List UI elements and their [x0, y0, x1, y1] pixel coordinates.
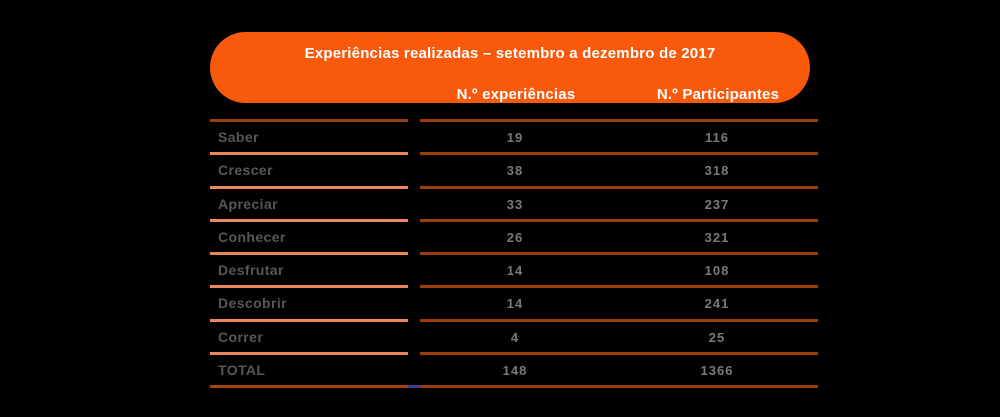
- header-card: Experiências realizadas – setembro a dez…: [210, 32, 810, 103]
- row-values: 33 237: [420, 185, 818, 219]
- column-header-experiencias: N.º experiências: [456, 86, 576, 103]
- accent-tick: [408, 385, 420, 388]
- column-gap: [408, 219, 420, 252]
- column-gap: [408, 352, 420, 385]
- row-values: 14 108: [420, 252, 818, 285]
- bottom-rule-left: [210, 385, 408, 388]
- row-label: Conhecer: [210, 218, 408, 252]
- column-gap: [408, 119, 420, 152]
- row-label: Correr: [210, 318, 408, 352]
- experiencias-value: 33: [506, 196, 524, 212]
- table-row: Correr 4 25: [210, 318, 818, 352]
- row-label: Apreciar: [210, 185, 408, 219]
- row-values: 14 241: [420, 285, 818, 318]
- participantes-value: 318: [704, 163, 730, 179]
- table-row: Apreciar 33 237: [210, 185, 818, 219]
- participantes-value: 321: [704, 229, 730, 245]
- bottom-rule-right: [420, 385, 818, 388]
- participantes-value: 108: [704, 263, 730, 278]
- row-label: Saber: [210, 119, 408, 152]
- row-values: 19 116: [420, 119, 818, 152]
- table-row: Crescer 38 318: [210, 152, 818, 185]
- row-label: Crescer: [210, 152, 408, 185]
- table-row: Saber 19 116: [210, 119, 818, 152]
- experiencias-value: 14: [506, 263, 524, 278]
- table-row: Desfrutar 14 108: [210, 252, 818, 285]
- experiencias-value: 38: [506, 163, 524, 179]
- row-label: Descobrir: [210, 285, 408, 318]
- table-title: Experiências realizadas – setembro a dez…: [304, 45, 716, 62]
- experiencias-value: 148: [502, 362, 528, 378]
- table-row: TOTAL 148 1366: [210, 351, 818, 385]
- participantes-value: 1366: [700, 362, 734, 378]
- participantes-value: 116: [705, 130, 729, 145]
- participantes-value: 237: [704, 196, 730, 212]
- table-row: Conhecer 26 321: [210, 218, 818, 252]
- row-values: 4 25: [420, 318, 818, 352]
- row-label: TOTAL: [210, 351, 408, 385]
- row-label: Desfrutar: [210, 252, 408, 285]
- column-gap: [408, 252, 420, 285]
- column-gap: [408, 285, 420, 318]
- table-row: Descobrir 14 241: [210, 285, 818, 318]
- row-values: 38 318: [420, 152, 818, 185]
- column-gap: [408, 186, 420, 219]
- row-values: 148 1366: [420, 351, 818, 385]
- table-bottom-rule: [210, 385, 818, 388]
- column-gap: [408, 152, 420, 185]
- experiencias-value: 26: [506, 229, 524, 245]
- participantes-value: 241: [704, 296, 730, 312]
- row-values: 26 321: [420, 218, 818, 252]
- participantes-value: 25: [708, 329, 726, 345]
- column-gap: [408, 319, 420, 352]
- data-table: Saber 19 116 Crescer 38 318 Apreciar 33 …: [210, 119, 818, 388]
- experiencias-value: 4: [510, 329, 520, 345]
- experiencias-value: 14: [506, 296, 524, 312]
- experiencias-value: 19: [506, 130, 524, 145]
- column-header-participantes: N.º Participantes: [656, 86, 780, 103]
